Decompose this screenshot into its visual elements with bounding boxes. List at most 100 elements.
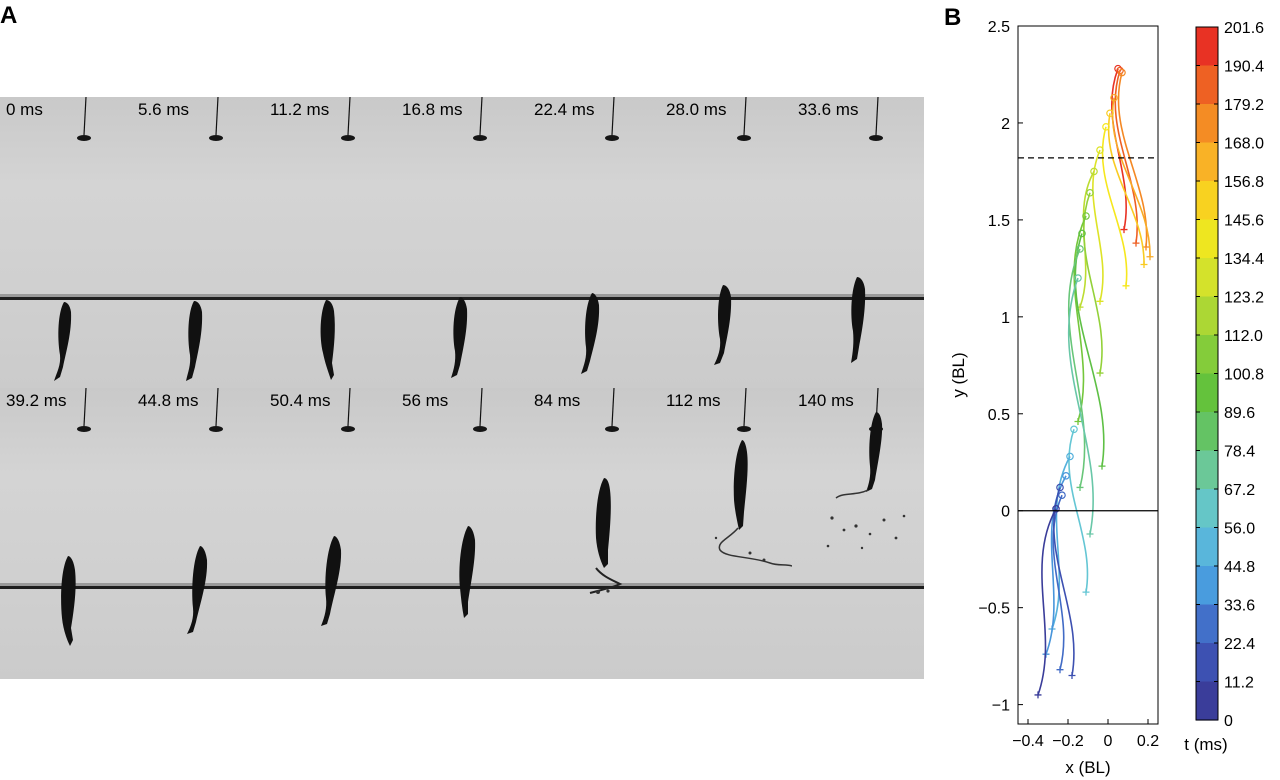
video-frame: 56 ms (396, 388, 528, 679)
video-frame: 33.6 ms (792, 97, 924, 388)
video-frame: 44.8 ms (132, 388, 264, 679)
colorbar-tick-label: 78.4 (1224, 444, 1255, 461)
frame-time-label: 112 ms (666, 391, 721, 410)
colorbar-label: t (ms) (1184, 735, 1227, 754)
reference-lines (1018, 157, 1158, 512)
frame-time-label: 0 ms (6, 100, 43, 119)
tail-marker (1132, 239, 1140, 247)
head-marker (1110, 93, 1118, 102)
tail-marker (1056, 666, 1064, 674)
colorbar-tick-label: 11.2 (1224, 675, 1254, 692)
x-axis-label: x (BL) (1065, 758, 1110, 777)
frame-time-label: 11.2 ms (270, 100, 330, 119)
colorbar-tick-label: 56.0 (1224, 521, 1255, 538)
colorbar-tick-label: 168.0 (1224, 136, 1264, 153)
y-tick-label: −0.5 (978, 601, 1010, 618)
head-marker (1052, 504, 1060, 513)
y-tick-label: 0.5 (988, 407, 1010, 424)
trajectory-lines (1034, 64, 1154, 699)
trajectory-line (1111, 97, 1151, 257)
frame-time-label: 39.2 ms (6, 391, 67, 410)
head-marker (1066, 452, 1074, 461)
colorbar-segment (1196, 643, 1218, 683)
colorbar-tick-label: 123.2 (1224, 290, 1264, 307)
frame-time-label: 84 ms (534, 391, 581, 410)
head-marker (1086, 188, 1094, 197)
fish-frame-image (264, 388, 396, 626)
head-marker (1058, 491, 1066, 500)
head-marker (1078, 229, 1086, 238)
x-tick-label: 0.2 (1137, 733, 1159, 750)
colorbar-segment (1196, 412, 1218, 452)
video-frame: 5.6 ms (132, 97, 264, 388)
fish-frame-image (132, 97, 264, 381)
head-marker (1118, 68, 1126, 77)
head-marker (1114, 64, 1122, 73)
colorbar-tick-label: 44.8 (1224, 559, 1255, 576)
panel-b-label: B (944, 4, 962, 31)
tail-marker (1086, 530, 1094, 538)
x-tick-label: 0 (1104, 733, 1113, 750)
frame-time-label: 140 ms (798, 391, 854, 410)
fish-frame-image (396, 388, 528, 618)
fish-frame-image (264, 97, 396, 380)
fish-frame-image (396, 97, 528, 378)
video-frame: 140 ms (792, 388, 924, 679)
colorbar-segment (1196, 373, 1218, 413)
frame-time-label: 16.8 ms (402, 100, 463, 119)
trajectory-line (1101, 126, 1128, 286)
y-tick-label: 1.5 (988, 213, 1010, 230)
colorbar-tick-label: 179.2 (1224, 97, 1264, 114)
head-marker (1074, 274, 1082, 282)
y-tick-label: −1 (992, 698, 1010, 715)
tail-marker (1140, 260, 1148, 268)
colorbar-tick-label: 89.6 (1224, 405, 1255, 422)
colorbar-tick-label: 67.2 (1224, 482, 1255, 499)
fish-frame-image (528, 388, 660, 594)
colorbar-segment (1196, 258, 1218, 298)
trajectory-line (1082, 192, 1103, 374)
trajectory-line (1051, 456, 1071, 630)
trajectory-line (1107, 113, 1145, 265)
tail-marker (1096, 369, 1104, 377)
colorbar-tick-label: 134.4 (1224, 251, 1264, 268)
head-marker (1102, 123, 1110, 131)
x-tick-label: −0.4 (1012, 733, 1044, 750)
tail-marker (1120, 226, 1128, 234)
colorbar-segment (1196, 566, 1218, 606)
colorbar-segment (1196, 142, 1218, 182)
x-axis: −0.4 −0.2 0 0.2 (1012, 719, 1159, 750)
frame-time-label: 56 ms (402, 391, 449, 410)
trajectory-line (1074, 233, 1105, 467)
tail-marker (1076, 483, 1084, 491)
tail-marker (1034, 691, 1042, 699)
frame-time-label: 44.8 ms (138, 391, 199, 410)
trajectory-line (1067, 277, 1094, 535)
fish-frame-image (660, 97, 792, 365)
y-tick-label: 2 (1001, 116, 1010, 133)
fish-frame-image (132, 388, 264, 634)
head-marker (1082, 212, 1090, 220)
colorbar-tick-label: 190.4 (1224, 59, 1264, 76)
colorbar-tick-label: 201.6 (1224, 20, 1264, 37)
head-marker (1062, 472, 1070, 480)
colorbar-segment (1196, 489, 1218, 529)
colorbar-segment (1196, 27, 1218, 67)
colorbar-tick-label: 145.6 (1224, 213, 1264, 230)
trajectory-line (1117, 72, 1148, 248)
tail-marker (1096, 297, 1104, 305)
tail-marker (1098, 462, 1106, 470)
video-frame: 112 ms (660, 388, 792, 679)
fish-frame-image (528, 97, 660, 374)
video-frame: 11.2 ms (264, 97, 396, 388)
tail-marker (1146, 253, 1154, 261)
trajectory-line (1052, 494, 1065, 670)
colorbar-segment (1196, 604, 1218, 644)
colorbar-tick-label: 33.6 (1224, 598, 1255, 615)
frame-time-label: 50.4 ms (270, 391, 331, 410)
colorbar: 201.6 190.4 179.2 168.0 156.8 145.6 134.4 123.2… (1195, 20, 1264, 730)
head-marker (1106, 109, 1114, 118)
tail-marker (1142, 243, 1150, 251)
head-marker (1116, 66, 1124, 75)
head-marker (1076, 245, 1084, 253)
